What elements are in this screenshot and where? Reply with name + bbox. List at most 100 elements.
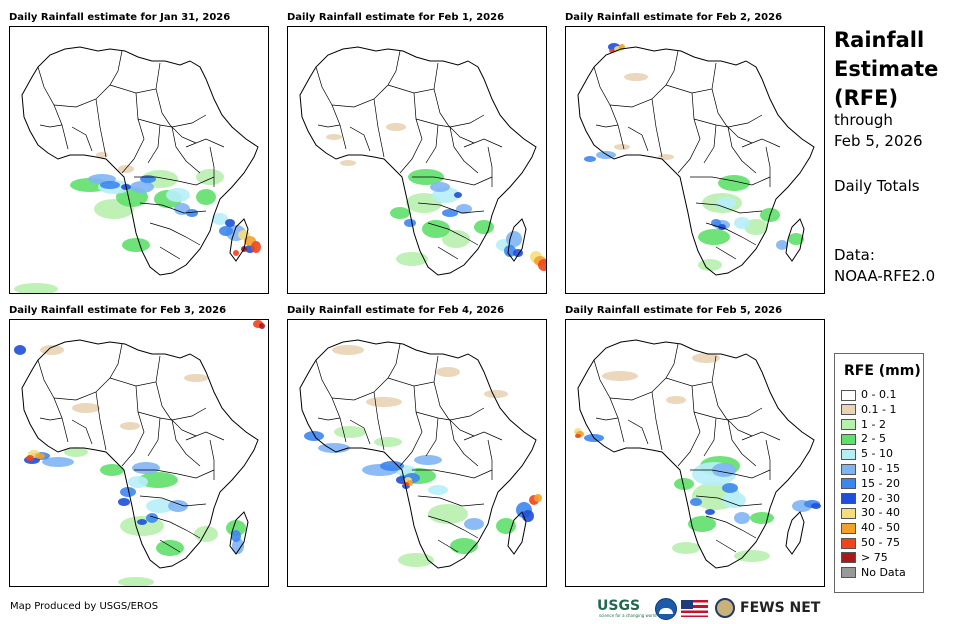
rainfall-patch: [130, 181, 154, 193]
country-border: [711, 381, 727, 419]
country-border: [185, 431, 225, 441]
rainfall-patch: [712, 463, 736, 477]
country-border: [53, 343, 123, 401]
rainfall-patch: [225, 219, 235, 227]
rainfall-patch: [422, 220, 450, 238]
madagascar-coastline: [229, 218, 249, 262]
country-border: [463, 138, 503, 148]
rainfall-patch: [128, 476, 148, 488]
map-frame: [565, 319, 825, 587]
legend-item: 30 - 40: [841, 506, 900, 520]
rainfall-patch: [718, 175, 750, 191]
country-border: [609, 50, 679, 108]
country-border: [137, 407, 207, 421]
rainfall-patch: [436, 367, 460, 377]
legend-label: No Data: [861, 565, 906, 579]
rainfall-patch: [692, 353, 720, 363]
country-border: [349, 126, 371, 152]
country-border: [134, 469, 215, 479]
rainfall-patch: [174, 203, 190, 215]
rainfall-patch: [698, 229, 730, 245]
rainfall-patch: [132, 462, 160, 474]
rainfall-patch: [14, 345, 26, 355]
map-frame: [9, 319, 269, 587]
country-border: [487, 146, 493, 187]
rainfall-map-panel-5: Daily Rainfall estimate for Feb 4, 2026: [287, 305, 549, 587]
legend-swatch: [841, 493, 856, 505]
country-border: [765, 439, 771, 480]
country-border: [609, 343, 679, 401]
africa-coastline: [577, 46, 815, 276]
product-title-line: Rainfall: [834, 28, 925, 52]
rainfall-patch: [122, 238, 150, 252]
map-frame: [287, 319, 547, 587]
rainfall-patch: [40, 345, 64, 355]
country-border: [627, 419, 649, 445]
country-border: [185, 138, 225, 148]
country-border: [317, 417, 341, 421]
rainfall-patch: [340, 160, 356, 166]
map-credit: Map Produced by USGS/EROS: [10, 601, 159, 612]
legend-item: 40 - 50: [841, 521, 900, 535]
legend-swatch: [841, 537, 856, 549]
rainfall-patch: [584, 156, 596, 162]
rainfall-patch: [72, 403, 100, 413]
legend-item: No Data: [841, 566, 906, 580]
rainfall-patch: [464, 518, 484, 530]
rainfall-patch: [734, 217, 750, 229]
africa-rainfall-map: [574, 339, 821, 569]
product-title: Rainfall Estimate (RFE): [834, 26, 938, 113]
country-border: [121, 385, 145, 467]
country-borders: [37, 50, 225, 260]
country-border: [159, 246, 181, 260]
rainfall-patch: [474, 220, 494, 234]
country-border: [705, 515, 757, 539]
country-border: [449, 419, 479, 467]
country-border: [693, 407, 763, 421]
country-border: [109, 62, 161, 94]
rainfall-overlay: [14, 152, 261, 293]
country-border: [665, 355, 717, 387]
country-border: [137, 114, 207, 128]
country-border: [147, 124, 161, 164]
legend-item: 5 - 10: [841, 447, 893, 461]
country-border: [741, 138, 781, 148]
country-border: [71, 419, 93, 445]
country-border: [651, 391, 663, 451]
country-border: [427, 515, 479, 539]
legend-label: 20 - 30: [861, 491, 900, 505]
through-date: Feb 5, 2026: [834, 132, 923, 150]
rainfall-patch: [734, 512, 750, 524]
madagascar-coastline: [229, 511, 249, 555]
country-border: [665, 62, 717, 94]
country-borders: [593, 50, 781, 260]
country-border: [317, 124, 341, 128]
rainfall-patch: [442, 230, 470, 248]
agency-logos: USGS science for a changing world FEWS N…: [597, 596, 827, 622]
rainfall-patch: [100, 464, 124, 476]
us-flag-icon: [681, 600, 708, 617]
rainfall-patch: [120, 422, 140, 430]
country-border: [412, 469, 493, 479]
legend-label: 1 - 2: [861, 417, 886, 431]
legend-swatch: [841, 463, 856, 475]
country-border: [437, 539, 459, 553]
africa-coastline: [299, 46, 537, 276]
rainfall-patch: [811, 503, 821, 509]
legend-item: 20 - 30: [841, 492, 900, 506]
panel-title: Daily Rainfall estimate for Feb 3, 2026: [9, 305, 227, 316]
through-label: through: [834, 111, 893, 129]
country-border: [159, 539, 181, 553]
legend-label: 50 - 75: [861, 536, 900, 549]
rainfall-patch: [414, 455, 442, 465]
rainfall-patch: [688, 516, 716, 532]
country-border: [433, 88, 449, 126]
country-border: [595, 124, 619, 128]
rainfall-patch: [26, 455, 34, 461]
country-border: [593, 66, 625, 150]
rainfall-patch: [186, 209, 198, 217]
country-border: [690, 469, 771, 479]
legend-label: 40 - 50: [861, 521, 900, 535]
rainfall-patch: [374, 437, 402, 447]
rainfall-patch: [118, 498, 130, 506]
